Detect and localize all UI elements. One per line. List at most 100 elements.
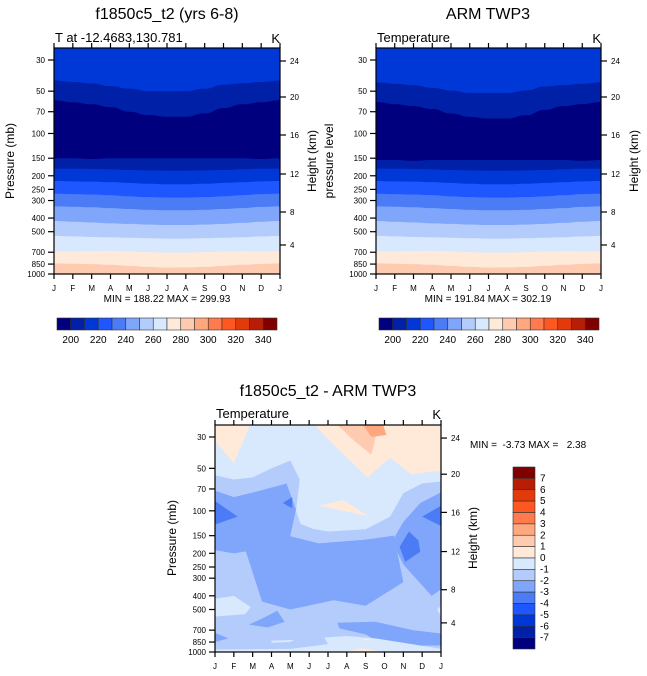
colorbar-box [392, 317, 407, 331]
contour-region [271, 639, 295, 643]
panel-diff-axes: J F M A M J J A S O N D J 30 50 70 100 150 200 250 300 400 500… [188, 420, 460, 671]
x-tick-label: O [220, 284, 226, 293]
colorbar-box [180, 317, 195, 331]
colorbar-label: 4 [540, 508, 546, 519]
panel-diff-units: K [432, 407, 441, 422]
colorbar-label: 300 [200, 335, 217, 346]
colorbar-box [419, 317, 435, 331]
colorbar-label: -3 [540, 587, 549, 598]
y-tick-label: 700 [354, 248, 368, 257]
colorbar-box [557, 317, 572, 331]
height-tick-label: 24 [611, 57, 620, 66]
panel-diff-left-string: Temperature [216, 406, 289, 421]
colorbar-box [512, 489, 536, 502]
colorbar-box [543, 317, 559, 331]
colorbar-box [571, 317, 586, 331]
colorbar-box [529, 317, 545, 331]
x-tick-label: A [183, 284, 189, 293]
colorbar-box [512, 569, 536, 582]
contour-region [360, 638, 372, 641]
y-tick-label: 70 [197, 485, 206, 494]
y-tick-label: 50 [36, 87, 45, 96]
colorbar-box [111, 317, 127, 331]
colorbar-obs: 200 220 240 260 280 300 320 340 [378, 317, 600, 346]
y-tick-label: 70 [36, 108, 45, 117]
panel-diff-stats: MIN = -3.73 MAX = 2.38 [470, 440, 587, 451]
x-tick-label: J [307, 662, 311, 671]
colorbar-box [512, 591, 536, 604]
y-tick-label: 100 [32, 129, 46, 138]
panel-model-units: K [271, 31, 280, 46]
panel-obs-title: ARM TWP3 [446, 6, 530, 23]
panel-obs-stats: MIN = 191.84 MAX = 302.19 [425, 294, 552, 305]
panel-diff-contours [215, 425, 441, 652]
colorbar-box [474, 317, 490, 331]
height-tick-label: 12 [290, 170, 299, 179]
x-tick-label: D [258, 284, 264, 293]
panel-obs-units: K [592, 31, 601, 46]
x-tick-label: O [381, 662, 387, 671]
y-tick-label: 200 [354, 172, 368, 181]
panel-model-stats: MIN = 188.22 MAX = 299.93 [104, 294, 231, 305]
colorbar-label: 340 [577, 335, 594, 346]
colorbar-box [207, 317, 223, 331]
y-tick-label: 300 [193, 574, 207, 583]
x-tick-label: F [231, 662, 236, 671]
colorbar-box [512, 557, 536, 570]
x-tick-label: J [374, 284, 378, 293]
colorbar-box [447, 317, 462, 331]
colorbar-box [502, 317, 517, 331]
x-tick-label: J [278, 284, 282, 293]
y-tick-label: 150 [32, 154, 46, 163]
colorbar-box [512, 500, 536, 513]
x-tick-label: J [599, 284, 603, 293]
y-tick-label: 250 [32, 185, 46, 194]
colorbar-box [516, 317, 531, 331]
x-tick-label: M [448, 284, 455, 293]
colorbar-label: -7 [540, 633, 549, 644]
contour-region [215, 635, 441, 652]
x-tick-label: A [108, 284, 114, 293]
contour-region [399, 531, 421, 562]
colorbar-box [512, 512, 536, 525]
colorbar-label: 220 [412, 335, 429, 346]
x-tick-label: J [439, 662, 443, 671]
contour-region [243, 531, 404, 610]
colorbar-label: 320 [227, 335, 244, 346]
colorbar-box [249, 317, 264, 331]
x-tick-label: J [468, 284, 472, 293]
y-tick-label: 850 [354, 260, 368, 269]
colorbar-box [512, 523, 536, 536]
colorbar-label: 340 [255, 335, 272, 346]
height-tick-label: 4 [290, 241, 295, 250]
panel-obs-axes: J F M A M J J A S O N D J 30 50 70 100 150 200 250 300 400 500… [349, 43, 620, 293]
colorbar-label: 220 [90, 335, 107, 346]
colorbar-box [406, 317, 421, 331]
colorbar-box [512, 546, 536, 559]
panel-obs-ylabel: pressure level [322, 124, 336, 199]
colorbar-box [221, 317, 237, 331]
height-tick-label: 12 [451, 548, 460, 557]
height-tick-label: 12 [611, 170, 620, 179]
x-tick-label: J [213, 662, 217, 671]
x-tick-label: M [88, 284, 95, 293]
height-tick-label: 8 [451, 586, 456, 595]
x-tick-label: N [400, 662, 406, 671]
x-tick-label: A [269, 662, 275, 671]
x-tick-label: J [52, 284, 56, 293]
colorbar-label: -6 [540, 621, 549, 632]
colorbar-model: 200 220 240 260 280 300 320 340 [56, 317, 278, 346]
panel-obs-contours [376, 48, 601, 274]
height-tick-label: 24 [290, 57, 299, 66]
colorbar-box [84, 317, 99, 331]
panel-model-left-string: T at -12.4683,130.781 [55, 30, 183, 45]
y-tick-label: 500 [354, 228, 368, 237]
colorbar-label: 1 [540, 542, 546, 553]
contour-region [437, 605, 441, 617]
contour-region [215, 595, 251, 617]
x-tick-label: A [430, 284, 436, 293]
y-tick-label: 1000 [188, 648, 206, 657]
contour-region [363, 425, 387, 437]
y-tick-label: 700 [193, 626, 207, 635]
